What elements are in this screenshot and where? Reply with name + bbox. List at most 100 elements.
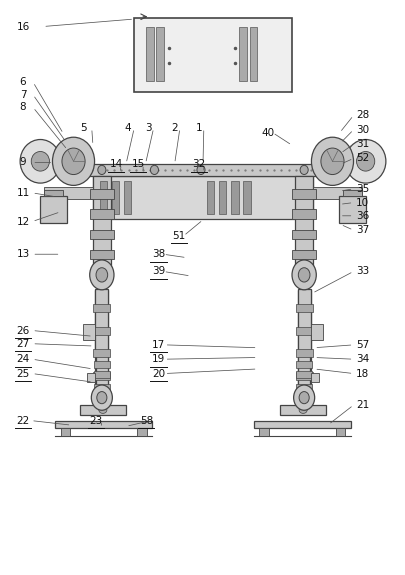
Text: 13: 13 [16,249,30,259]
Bar [93,350,110,358]
Ellipse shape [98,166,106,174]
Text: 11: 11 [16,188,30,198]
Ellipse shape [345,140,385,183]
Text: 5: 5 [80,123,87,133]
Text: 2: 2 [171,123,177,133]
Text: 26: 26 [16,325,30,336]
Bar [95,289,108,356]
Bar [40,196,67,223]
Bar [93,327,110,335]
Text: 17: 17 [151,340,165,350]
Bar [93,373,110,381]
Ellipse shape [90,260,114,290]
Text: 30: 30 [355,125,369,135]
Text: 27: 27 [16,339,30,348]
Text: 10: 10 [355,198,369,208]
Ellipse shape [98,407,107,413]
Bar [298,356,309,405]
Bar [342,190,361,196]
Text: 25: 25 [16,369,30,378]
Text: 19: 19 [151,354,165,364]
Text: 22: 22 [16,416,30,426]
Bar [100,181,107,214]
Bar [295,350,312,358]
Bar [156,26,163,81]
Bar [297,290,310,392]
Bar [310,373,318,382]
Bar [296,361,311,368]
Ellipse shape [299,166,307,174]
Text: 37: 37 [355,225,369,235]
Ellipse shape [91,385,112,410]
Bar [231,181,238,214]
Bar [95,290,108,392]
Bar [94,371,109,378]
Bar [55,420,152,428]
Text: 35: 35 [355,184,369,194]
Text: 31: 31 [355,139,369,149]
Bar [292,250,315,259]
Text: 1: 1 [195,123,202,133]
Text: 8: 8 [19,102,26,112]
Bar [296,384,311,391]
Bar [94,384,109,391]
Bar [279,405,326,415]
Bar [253,420,350,428]
Text: 40: 40 [260,128,274,137]
Text: 14: 14 [109,159,122,169]
Text: 16: 16 [16,21,30,32]
Bar [207,181,214,214]
Text: 28: 28 [355,110,369,120]
Text: 38: 38 [151,249,165,259]
Ellipse shape [96,268,107,282]
Bar [219,181,226,214]
Ellipse shape [298,407,307,413]
Ellipse shape [96,392,107,404]
Bar [71,164,334,176]
Bar [295,373,312,381]
Bar [292,229,315,239]
Bar [44,190,63,196]
Bar [90,189,113,198]
Bar [79,405,126,415]
Bar [338,196,365,223]
Ellipse shape [20,140,60,183]
Bar [93,176,111,270]
Bar [294,176,312,270]
Text: 39: 39 [151,266,165,277]
Bar [312,186,361,199]
Bar [239,26,246,81]
Text: 18: 18 [355,369,369,378]
Ellipse shape [311,137,353,185]
Bar [297,289,310,356]
Text: 33: 33 [355,266,369,277]
Text: 20: 20 [151,369,165,378]
Ellipse shape [150,166,158,174]
Ellipse shape [298,392,309,404]
Text: 36: 36 [355,211,369,221]
Ellipse shape [62,148,85,175]
Text: 7: 7 [19,90,26,100]
Bar [292,209,315,218]
Text: 9: 9 [19,158,26,167]
Ellipse shape [356,151,374,171]
Ellipse shape [52,137,94,185]
Bar [112,181,119,214]
Text: 58: 58 [139,416,153,426]
Text: 4: 4 [124,123,131,133]
Bar [87,373,95,382]
Text: 24: 24 [16,354,30,364]
Bar [93,304,110,312]
Bar [296,371,311,378]
Text: 57: 57 [355,340,369,350]
Ellipse shape [293,385,314,410]
Bar [295,304,312,312]
Bar [146,26,153,81]
Bar [292,189,315,198]
Bar [243,181,250,214]
Bar [124,181,131,214]
Text: 32: 32 [192,159,205,169]
Bar [258,428,268,436]
Bar [44,186,93,199]
Text: 52: 52 [355,154,369,163]
